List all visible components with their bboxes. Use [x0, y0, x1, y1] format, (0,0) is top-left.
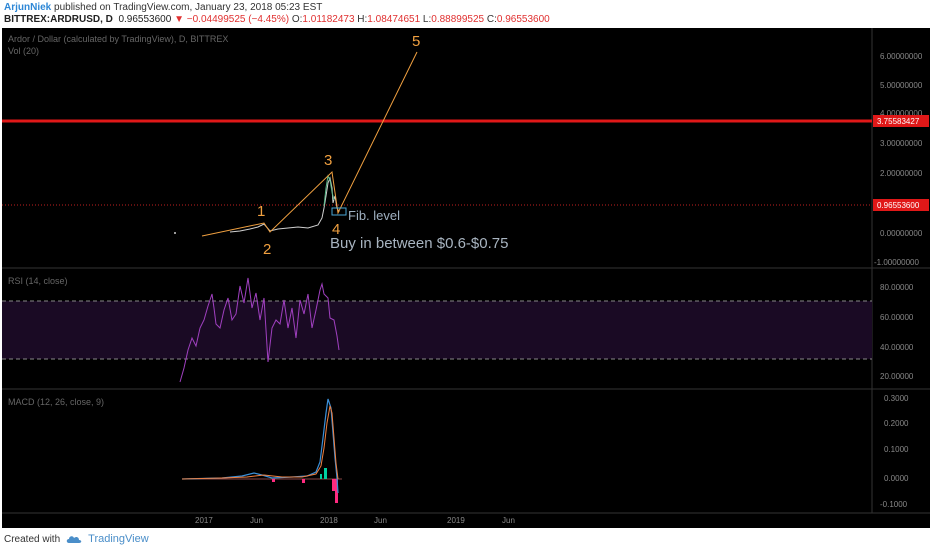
rsi-title: RSI (14, close) [8, 276, 68, 286]
current-price: 0.96553600 [877, 201, 920, 210]
publish-info: ArjunNiek published on TradingView.com, … [4, 2, 322, 13]
x-tick: Jun [502, 516, 515, 525]
created-with-text: Created with [4, 533, 61, 545]
symbol-info: BITTREX:ARDRUSD, D 0.96553600 ▼ −0.04499… [4, 14, 550, 25]
buy-annotation: Buy in between $0.6-$0.75 [330, 235, 508, 252]
macd-tick: 0.1000 [884, 445, 909, 454]
fib-box[interactable] [331, 207, 347, 216]
hist-bar [332, 479, 335, 491]
hist-bar [324, 468, 327, 479]
y-tick: 5.00000000 [880, 81, 923, 90]
hist-bar [272, 479, 275, 482]
price-change: −0.04499525 (−4.45%) [186, 14, 290, 25]
price-dot [174, 232, 176, 234]
wave-label-3: 3 [324, 152, 332, 169]
x-tick: Jun [250, 516, 263, 525]
last-price: 0.96553600 [118, 14, 172, 25]
y-tick: 2.00000000 [880, 169, 923, 178]
rsi-tick: 20.00000 [880, 372, 914, 381]
y-tick: 6.00000000 [880, 52, 923, 61]
hist-bar [320, 474, 322, 479]
volume-label: Vol (20) [8, 46, 39, 56]
price-series-green [323, 174, 335, 207]
macd-line [181, 398, 339, 494]
high-value: 1.08474651 [367, 14, 421, 25]
macd-histogram [272, 468, 338, 503]
x-tick: 2017 [195, 516, 213, 525]
symbol: BITTREX:ARDRUSD, D [4, 14, 113, 25]
fib-annotation: Fib. level [348, 208, 400, 223]
resistance-price: 3.75583427 [877, 117, 920, 126]
rsi-band [2, 301, 872, 359]
chart-area[interactable]: Ardor / Dollar (calculated by TradingVie… [2, 28, 930, 528]
wave-labels: 1 2 3 4 5 [257, 33, 420, 258]
close-label: C: [486, 14, 497, 25]
y-tick: 4.00000000 [880, 109, 923, 118]
y-tick: 3.00000000 [880, 139, 923, 148]
x-tick: 2019 [447, 516, 465, 525]
tradingview-brand[interactable]: TradingView [88, 533, 149, 545]
close-value: 0.96553600 [496, 14, 550, 25]
published-text: published on TradingView.com, January 23… [54, 2, 323, 13]
hist-bar [335, 479, 338, 503]
chart-svg[interactable]: Ardor / Dollar (calculated by TradingVie… [2, 28, 930, 528]
resistance-price-label [873, 115, 929, 127]
tradingview-cloud-icon [66, 536, 82, 543]
low-value: 0.88899525 [431, 14, 485, 25]
high-label: H: [357, 14, 368, 25]
rsi-line [179, 277, 340, 383]
macd-y-axis: 0.3000 0.2000 0.1000 0.0000 -0.1000 [880, 394, 909, 509]
footer: Created with TradingView [4, 530, 149, 548]
macd-tick: 0.2000 [884, 419, 909, 428]
macd-tick: -0.1000 [880, 500, 908, 509]
signal-line [181, 405, 339, 480]
wave-label-4: 4 [332, 221, 340, 238]
main-y-axis: 6.00000000 5.00000000 4.00000000 3.00000… [874, 52, 923, 267]
rsi-y-axis: 80.00000 60.00000 40.00000 20.00000 [880, 283, 914, 381]
rsi-tick: 80.00000 [880, 283, 914, 292]
macd-tick: 0.3000 [884, 394, 909, 403]
low-label: L: [422, 14, 432, 25]
rsi-tick: 40.00000 [880, 343, 914, 352]
elliott-wave-path[interactable] [201, 51, 418, 237]
x-axis: 2017 Jun 2018 Jun 2019 Jun [195, 516, 515, 525]
x-tick: 2018 [320, 516, 338, 525]
price-series [229, 176, 340, 233]
y-tick: -1.00000000 [874, 258, 919, 267]
rsi-tick: 60.00000 [880, 313, 914, 322]
macd-title: MACD (12, 26, close, 9) [8, 397, 104, 407]
hist-bar [302, 479, 305, 483]
down-arrow-icon: ▼ [174, 14, 184, 25]
current-price-tag [873, 199, 929, 211]
macd-tick: 0.0000 [884, 474, 909, 483]
author-link[interactable]: ArjunNiek [4, 2, 52, 13]
wave-label-5: 5 [412, 33, 420, 50]
x-tick: Jun [374, 516, 387, 525]
wave-label-2: 2 [263, 241, 271, 258]
open-value: 1.01182473 [302, 14, 355, 25]
wave-label-1: 1 [257, 203, 265, 220]
open-label: O: [291, 14, 303, 25]
main-pane-title: Ardor / Dollar (calculated by TradingVie… [8, 34, 228, 44]
y-tick: 0.00000000 [880, 229, 923, 238]
